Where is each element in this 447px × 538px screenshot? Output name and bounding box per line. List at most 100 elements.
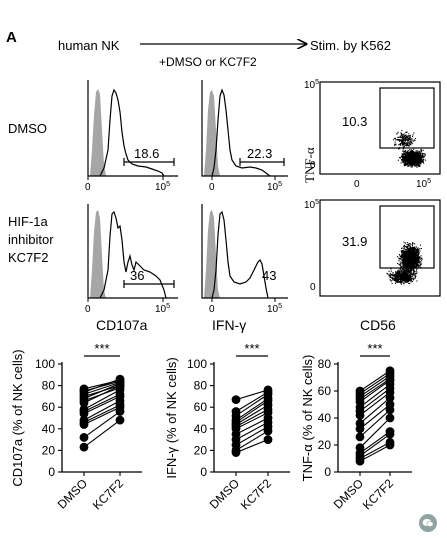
point-kc7f2	[115, 407, 125, 416]
point-dmso	[355, 456, 365, 466]
pair-line	[83, 385, 121, 404]
pair-line	[359, 397, 391, 424]
category-label: DMSO	[207, 476, 242, 511]
gate-value: 22.3	[247, 146, 272, 161]
pair-line	[235, 404, 269, 425]
point-dmso	[355, 432, 365, 442]
pair-line	[235, 412, 269, 430]
y-tick-label: 20	[42, 443, 56, 457]
significance-stars: ***	[367, 341, 382, 356]
x-axis-label-cd56: CD56	[360, 317, 396, 333]
category-label: KC7F2	[238, 476, 275, 513]
significance-stars: ***	[94, 341, 109, 356]
pair-line	[235, 393, 269, 417]
y-tick-label: 40	[318, 411, 332, 425]
y-axis-label: IFN-γ (% of NK cells)	[164, 357, 179, 478]
point-dmso	[79, 409, 89, 419]
gate-value: 31.9	[342, 234, 367, 249]
x-axis-label-ifng: IFN-γ	[212, 317, 246, 333]
pair-line	[359, 444, 391, 462]
x-tick-max: 105	[155, 303, 170, 315]
plot-frame	[201, 80, 288, 177]
pair-line	[235, 398, 269, 421]
gate-value: 36	[130, 268, 144, 283]
pair-line	[359, 372, 391, 395]
point-dmso	[79, 398, 89, 408]
event-cloud	[386, 241, 423, 285]
y-tick-label: 100	[35, 357, 55, 371]
pair-line	[83, 381, 121, 395]
y-tick-zero: 0	[310, 282, 316, 293]
point-kc7f2	[385, 413, 395, 423]
point-dmso	[355, 410, 365, 420]
pair-line	[235, 391, 269, 412]
pair-line	[235, 430, 269, 451]
isotype-fill	[88, 210, 106, 298]
pair-line	[83, 378, 121, 393]
point-kc7f2	[115, 415, 125, 425]
y-tick-label: 0	[200, 465, 207, 479]
gate-value: 10.3	[342, 114, 367, 129]
y-tick-label: 80	[318, 357, 332, 371]
x-tick-max: 105	[155, 181, 170, 193]
y-tick-label: 20	[318, 438, 332, 452]
plot-frame	[319, 81, 441, 175]
row-label-inhibitor-3: KC7F2	[8, 250, 48, 265]
paired-chart-1: 0 20 40 60 80 100 DMSO KC7F2 CD107a (% of NK cel…	[10, 341, 142, 513]
histogram-curve	[211, 210, 269, 299]
pair-line	[359, 387, 391, 412]
point-dmso	[79, 433, 89, 442]
x-tick-zero: 0	[85, 182, 91, 193]
pair-line	[235, 400, 269, 423]
y-tick-label: 40	[42, 422, 56, 436]
point-dmso	[231, 448, 241, 457]
y-tick-label: 0	[324, 465, 331, 479]
x-tick-zero: 0	[354, 179, 360, 190]
significance-stars: ***	[244, 341, 259, 356]
y-axis-label: CD107a (% of NK cells)	[10, 349, 25, 486]
gate-value: 18.6	[134, 146, 159, 161]
workflow-treatment: +DMSO or KC7F2	[159, 55, 257, 69]
pair-line	[235, 417, 269, 435]
point-kc7f2	[385, 440, 395, 450]
pair-line	[83, 389, 121, 410]
x-tick-zero: 0	[209, 182, 215, 193]
pair-line	[359, 370, 391, 392]
point-dmso	[355, 424, 365, 434]
dotplot-tnf-kc7f2: 31.9 105 0	[304, 199, 441, 297]
pair-line	[235, 426, 269, 446]
y-tick-label: 60	[318, 384, 332, 398]
category-label: KC7F2	[90, 476, 127, 513]
pair-line	[359, 378, 391, 400]
y-tick-label: 60	[194, 400, 208, 414]
pair-line	[359, 379, 391, 403]
pair-line	[83, 406, 121, 425]
pair-line	[359, 375, 391, 397]
category-label: DMSO	[55, 476, 90, 511]
y-tick-label: 60	[42, 400, 56, 414]
point-dmso	[79, 442, 89, 452]
pair-line	[83, 400, 121, 421]
histogram-ifng-dmso: 22.3 0 105	[201, 80, 288, 193]
pair-line	[235, 421, 269, 441]
pair-line	[359, 433, 391, 457]
pair-line	[235, 439, 269, 454]
category-label: DMSO	[331, 476, 366, 511]
watermark	[415, 512, 441, 534]
x-tick-zero: 0	[209, 304, 215, 315]
x-tick-zero: 0	[85, 304, 91, 315]
histogram-curve	[99, 210, 167, 299]
y-axis-label: TNF-α (% of NK cells)	[300, 355, 315, 482]
pair-line	[83, 419, 121, 448]
histogram-ifng-kc7f2: 43 0 105	[201, 204, 288, 315]
pair-line	[83, 411, 121, 438]
y-axis-label-tnf: TNF-α	[302, 147, 317, 183]
panel-label: A	[6, 29, 17, 46]
category-label: KC7F2	[360, 476, 397, 513]
x-tick-max: 105	[267, 303, 282, 315]
pair-line	[235, 389, 269, 401]
y-tick-label: 100	[187, 357, 207, 371]
histogram-curve	[211, 88, 271, 177]
